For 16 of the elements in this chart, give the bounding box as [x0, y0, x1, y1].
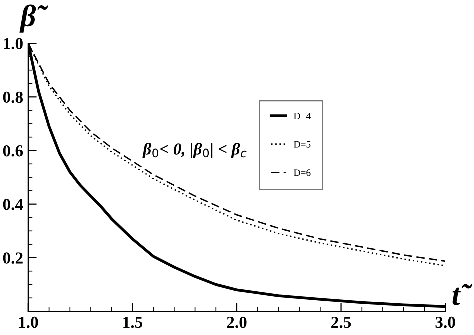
annotation: β$_{0}$< 0, |β$_{0}$| < β$_{c}$	[142, 143, 247, 158]
legend-label: D=4	[294, 113, 311, 120]
y-tick-label: 0.8	[3, 92, 24, 104]
x-axis-title: t̃	[452, 284, 473, 306]
x-tick-label: 2.0	[227, 316, 247, 328]
legend-label: D=6	[294, 170, 311, 176]
y-axis-title: β̃	[20, 4, 49, 33]
y-tick-label: 0.6	[3, 145, 24, 157]
y-tick-label: 0.4	[3, 199, 24, 210]
x-tick-label: 3.0	[436, 316, 456, 328]
legend-label: D=5	[294, 141, 311, 148]
x-tick-label: 1.5	[124, 316, 143, 328]
y-tick-label: 0.2	[3, 252, 23, 264]
x-tick-label: 1.0	[19, 316, 38, 328]
x-tick-label: 2.5	[332, 316, 352, 328]
y-tick-label: 1.0	[4, 38, 23, 50]
